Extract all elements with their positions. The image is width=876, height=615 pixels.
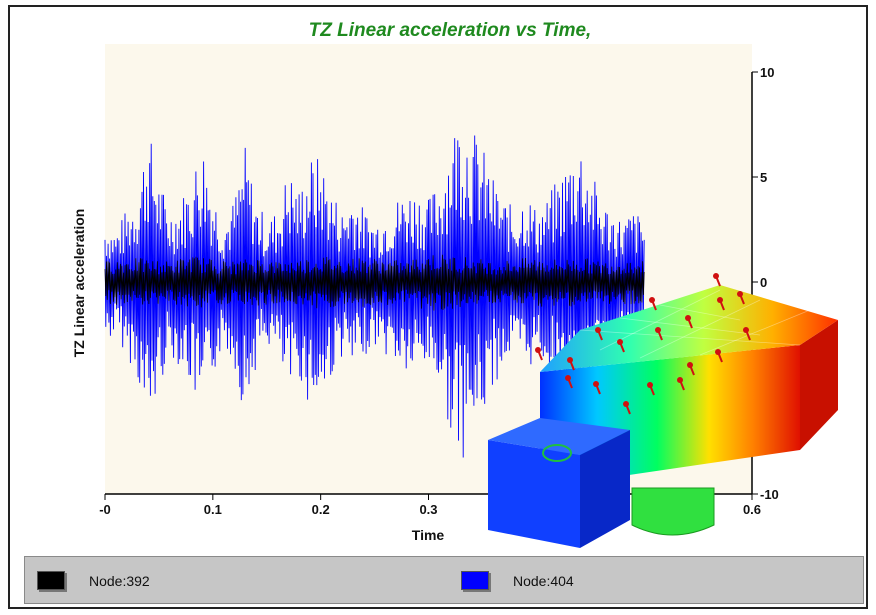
legend-label: Node:392 xyxy=(89,572,150,589)
constraint-marker-stem xyxy=(595,383,601,395)
chart-title: TZ Linear acceleration vs Time, xyxy=(309,20,592,41)
constraint-marker-stem xyxy=(597,329,603,341)
legend-label: Node:404 xyxy=(513,572,574,589)
x-tick-label: -0 xyxy=(99,502,111,517)
constraint-marker-stem xyxy=(739,293,745,305)
series-group xyxy=(104,135,645,458)
constraint-marker-stem xyxy=(651,299,657,311)
y-tick-label: 0 xyxy=(760,275,767,290)
constraint-marker-stem xyxy=(715,275,721,287)
constraint-marker-stem xyxy=(625,403,631,415)
legend: Node:392 Node:404 xyxy=(24,556,864,604)
y-tick-label: 10 xyxy=(760,65,774,80)
series-line-node-392 xyxy=(104,254,645,311)
constraint-marker-stem xyxy=(619,341,625,353)
y-axis-label: TZ Linear acceleration xyxy=(71,209,87,358)
legend-swatch-black xyxy=(37,571,65,590)
constraint-marker-stem xyxy=(537,349,543,361)
constraint-marker-stem xyxy=(687,317,693,329)
legend-item-node-404: Node:404 xyxy=(461,571,574,590)
legend-item-node-392: Node:392 xyxy=(37,571,150,590)
constraint-marker-stem xyxy=(745,329,751,341)
x-tick-label: 0.3 xyxy=(419,502,437,517)
contour-fe-model xyxy=(488,273,838,548)
y-tick-label: -10 xyxy=(760,487,779,502)
constraint-marker-stem xyxy=(567,377,573,389)
x-axis-label: Time xyxy=(412,527,445,543)
legend-swatch-blue xyxy=(461,571,489,590)
constraint-marker-stem xyxy=(649,384,655,396)
constraint-marker-stem xyxy=(689,364,695,376)
x-tick-label: 0.2 xyxy=(312,502,330,517)
x-tick-label: 0.1 xyxy=(204,502,222,517)
constraint-marker-stem xyxy=(657,329,663,341)
constraint-marker-stem xyxy=(719,299,725,311)
constraint-marker-stem xyxy=(569,359,575,371)
constraint-marker-stem xyxy=(717,351,723,363)
constraint-marker-stem xyxy=(679,379,685,391)
x-tick-label: 0.6 xyxy=(743,502,761,517)
y-tick-label: 5 xyxy=(760,170,767,185)
